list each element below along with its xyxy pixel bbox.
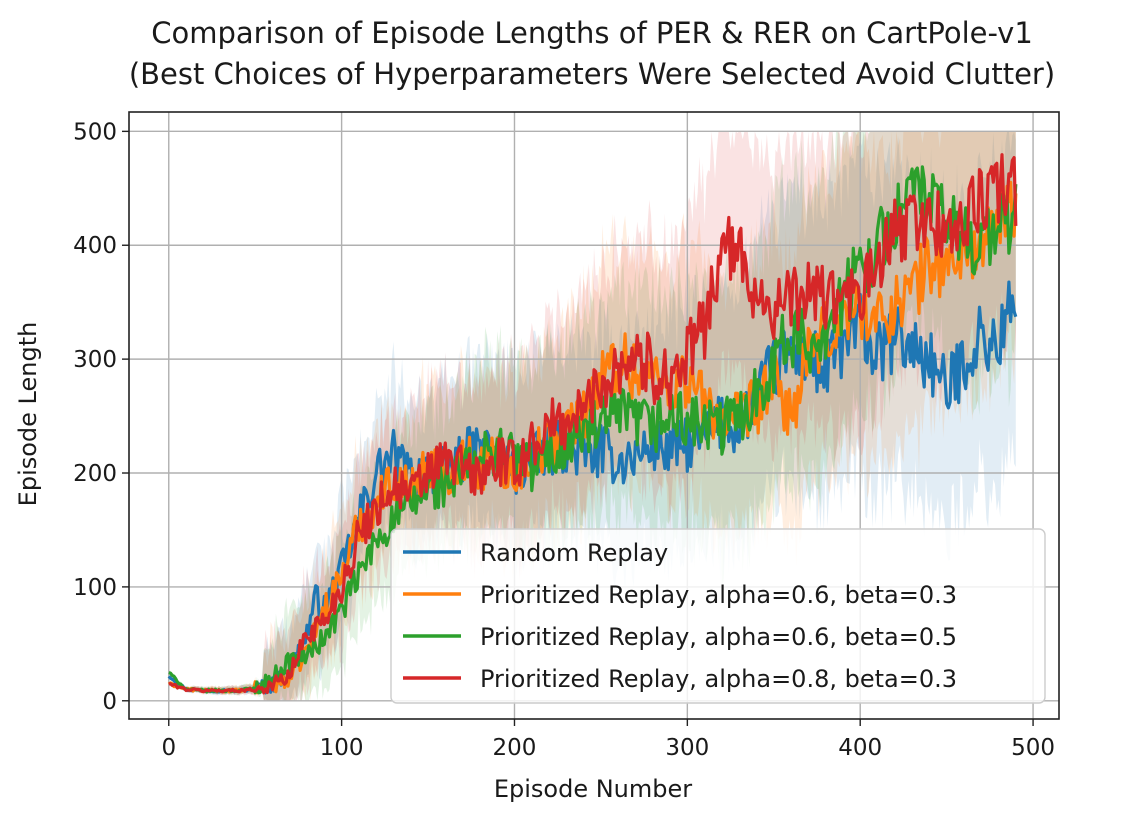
y-tick-label: 0 (102, 689, 117, 715)
y-tick-label: 400 (73, 233, 117, 259)
x-tick-label: 300 (665, 735, 709, 761)
ticks: 0 100 200 300 400 500 0 100 200 300 400 500 (73, 119, 1055, 761)
legend-label-1: Random Replay (480, 539, 668, 567)
legend: Random Replay Prioritized Replay, alpha=0… (390, 528, 1046, 704)
legend-label-2: Prioritized Replay, alpha=0.6, beta=0.3 (480, 581, 957, 609)
legend-label-3: Prioritized Replay, alpha=0.6, beta=0.5 (480, 623, 957, 651)
x-tick-label: 200 (493, 735, 537, 761)
series-line-4 (168, 153, 1018, 695)
chart-title-line1: Comparison of Episode Lengths of PER & R… (151, 16, 1033, 50)
x-axis-label: Episode Number (494, 775, 692, 803)
legend-box (390, 528, 1046, 704)
plot-frame (128, 111, 1060, 720)
y-tick-label: 300 (73, 347, 117, 373)
x-tick-label: 400 (838, 735, 882, 761)
chart-title-line2: (Best Choices of Hyperparameters Were Se… (129, 57, 1055, 91)
y-tick-label: 100 (73, 575, 117, 601)
y-tick-label: 200 (73, 461, 117, 487)
y-tick-label: 500 (73, 119, 117, 145)
legend-label-4: Prioritized Replay, alpha=0.8, beta=0.3 (480, 665, 957, 693)
x-tick-label: 500 (1011, 735, 1055, 761)
x-tick-label: 100 (320, 735, 364, 761)
series-lines (167, 153, 1018, 695)
x-tick-label: 0 (161, 735, 176, 761)
series-line-1 (167, 280, 1018, 695)
y-axis-label: Episode Length (14, 322, 42, 507)
